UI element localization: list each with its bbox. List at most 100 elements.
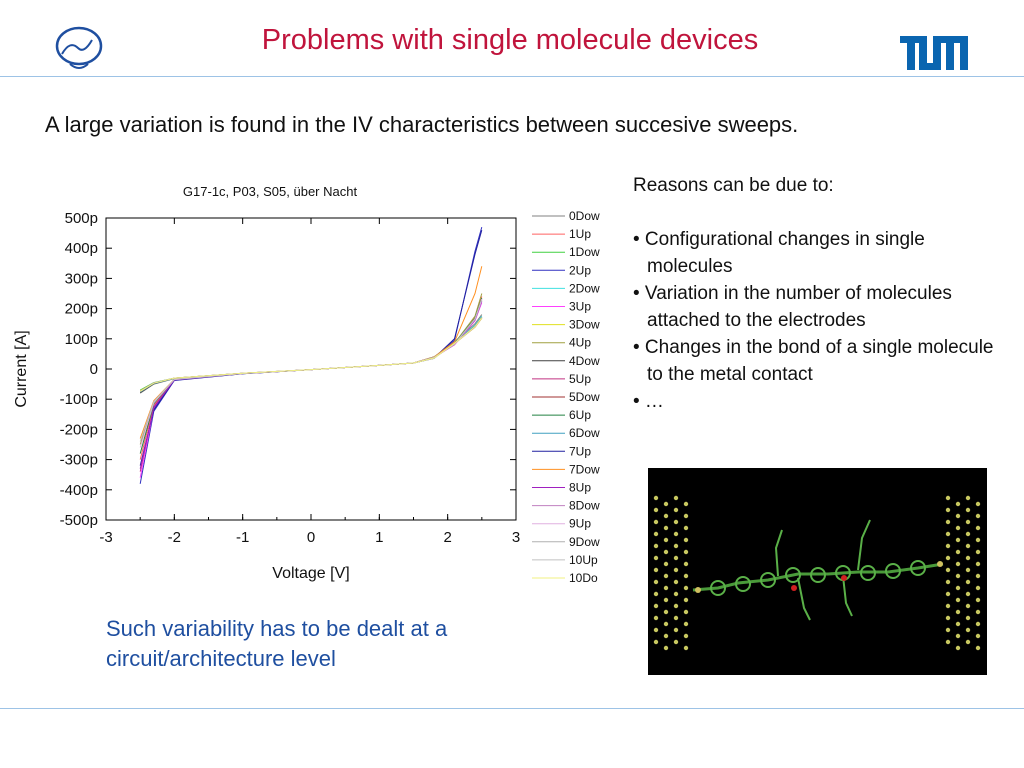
legend-label: 1Dow xyxy=(569,245,600,259)
gold-atom xyxy=(955,621,961,627)
gold-atom xyxy=(653,627,659,633)
nano-logo xyxy=(55,26,103,69)
gold-atom xyxy=(975,597,981,603)
gold-atom xyxy=(945,591,951,597)
gold-atom xyxy=(663,561,669,567)
gold-atom xyxy=(683,513,689,519)
reason-item: • Configurational changes in single mole… xyxy=(633,229,925,277)
molecule-image xyxy=(648,468,987,675)
reasons-panel: Reasons can be due to: • Configurational… xyxy=(633,172,1003,415)
gold-atom xyxy=(955,609,961,615)
gold-atom xyxy=(965,591,971,597)
y-tick-label: 400p xyxy=(65,240,98,257)
gold-atom xyxy=(683,645,689,651)
gold-atom xyxy=(965,519,971,525)
legend-label: 8Dow xyxy=(569,499,600,513)
gold-atom xyxy=(673,543,679,549)
gold-atom xyxy=(975,549,981,555)
gold-atom xyxy=(653,639,659,645)
y-tick-label: 100p xyxy=(65,331,98,348)
legend-label: 10Up xyxy=(569,553,598,567)
benzene-ring xyxy=(910,560,926,576)
gold-atom xyxy=(673,579,679,585)
legend-label: 2Dow xyxy=(569,281,600,295)
gold-atom xyxy=(673,639,679,645)
legend-label: 3Up xyxy=(569,300,591,314)
series-line-5Up xyxy=(139,299,483,472)
gold-atom xyxy=(683,525,689,531)
series-line-7Up xyxy=(139,229,483,466)
gold-atom xyxy=(955,525,961,531)
benzene-ring xyxy=(860,565,876,581)
gold-atom xyxy=(663,501,669,507)
gold-atom xyxy=(653,543,659,549)
molecule-chain xyxy=(692,519,944,621)
legend-label: 9Up xyxy=(569,517,591,531)
gold-atom xyxy=(653,531,659,537)
gold-atom xyxy=(663,525,669,531)
x-tick-label: 0 xyxy=(307,529,315,546)
series-line-3Up xyxy=(139,302,483,478)
gold-atom xyxy=(945,639,951,645)
gold-atom xyxy=(663,549,669,555)
series-line-6Up xyxy=(139,297,483,454)
gold-atom xyxy=(683,537,689,543)
gold-atom xyxy=(955,561,961,567)
y-tick-label: -300p xyxy=(60,452,98,469)
side-group-bottom-right xyxy=(842,575,853,617)
gold-atom xyxy=(673,591,679,597)
legend-label: 7Up xyxy=(569,444,591,458)
series-line-4Up xyxy=(139,293,483,445)
x-tick-label: 2 xyxy=(443,529,451,546)
y-tick-label: 300p xyxy=(65,270,98,287)
gold-atom xyxy=(663,633,669,639)
gold-atom xyxy=(945,507,951,513)
y-tick-label: 0 xyxy=(90,361,98,378)
gold-atom xyxy=(683,501,689,507)
gold-atom xyxy=(965,639,971,645)
gold-atom xyxy=(653,507,659,513)
plot-frame xyxy=(105,217,517,521)
benzene-ring xyxy=(885,563,901,579)
series-line-0Dow xyxy=(139,314,483,394)
gold-atom xyxy=(683,561,689,567)
gold-atom xyxy=(975,609,981,615)
gold-atom xyxy=(955,573,961,579)
gold-atom xyxy=(945,567,951,573)
y-tick-label: 200p xyxy=(65,301,98,318)
gold-atom xyxy=(653,555,659,561)
legend-label: 8Up xyxy=(569,481,591,495)
gold-atom xyxy=(975,585,981,591)
footer-divider xyxy=(0,708,1024,709)
gold-atom xyxy=(663,573,669,579)
gold-atom xyxy=(975,501,981,507)
gold-atom xyxy=(673,507,679,513)
gold-atom xyxy=(663,513,669,519)
y-tick-label: -200p xyxy=(60,421,98,438)
gold-atom xyxy=(955,585,961,591)
axis-layer: -3 -2 -1 0 1 2 3 500p 400p 300p 200p 100p 0 -100p -200… xyxy=(60,210,521,546)
gold-atom xyxy=(965,579,971,585)
gold-atom xyxy=(945,543,951,549)
legend-label: 6Dow xyxy=(569,426,600,440)
gold-atom xyxy=(663,537,669,543)
legend-label: 2Up xyxy=(569,263,591,277)
slide-subtitle: A large variation is found in the IV cha… xyxy=(45,112,799,137)
gold-atom xyxy=(955,633,961,639)
gold-atom xyxy=(683,621,689,627)
header-divider xyxy=(0,76,1024,77)
oxygen-atom xyxy=(791,585,797,591)
chart-legend: 0Dow 1Up 1Dow 2Up 2Dow 3Up 3Dow 4Up 4Dow 5Up 5Dow 6… xyxy=(532,209,600,585)
legend-label: 7Dow xyxy=(569,462,600,476)
gold-atom xyxy=(673,495,679,501)
series-line-4Dow xyxy=(139,316,483,394)
legend-label: 6Up xyxy=(569,408,591,422)
gold-atom xyxy=(965,531,971,537)
side-group-bottom-left xyxy=(797,577,811,621)
gold-atom xyxy=(945,615,951,621)
series-layer xyxy=(139,226,483,484)
gold-atom xyxy=(945,627,951,633)
gold-atom xyxy=(683,585,689,591)
legend-label: 10Do xyxy=(569,571,598,585)
gold-atom xyxy=(683,573,689,579)
